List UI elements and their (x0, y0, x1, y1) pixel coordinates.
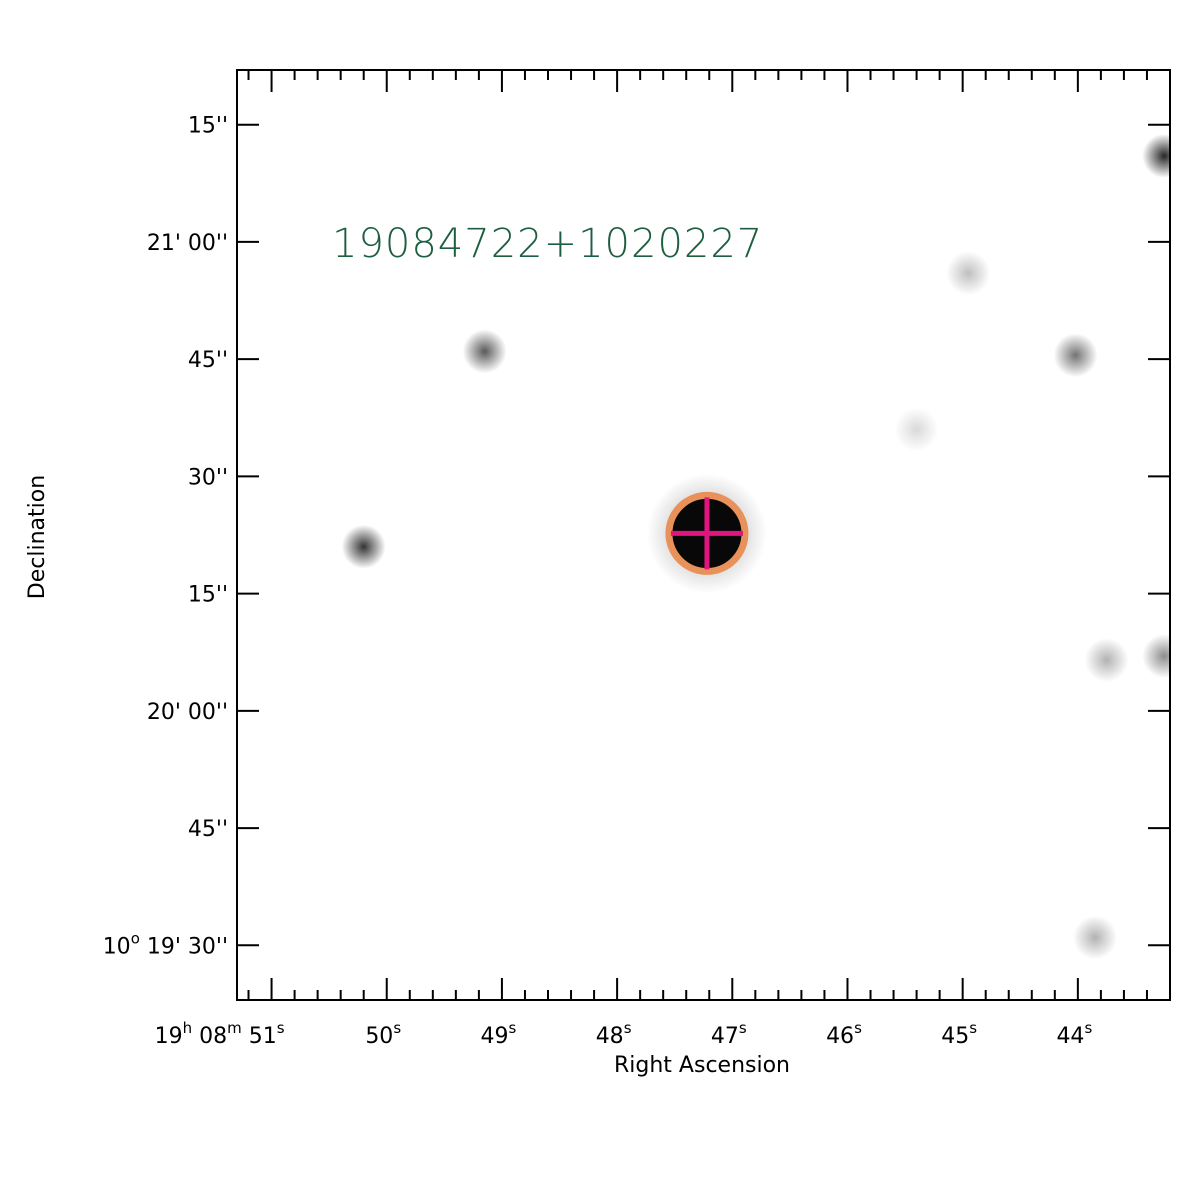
sky-image (341, 133, 1170, 960)
axis-ticks (237, 70, 1171, 1000)
y-tick-label: 15'' (188, 583, 228, 608)
field-star (1142, 133, 1170, 178)
x-axis-title: Right Ascension (614, 1053, 790, 1078)
source-name-label: 19084722+1020227 (332, 221, 763, 267)
x-tick-label: 48s (596, 1019, 639, 1049)
field-star (1142, 634, 1170, 679)
field-star (894, 407, 939, 452)
field-star (1084, 638, 1129, 683)
x-tick-label: 46s (826, 1019, 869, 1049)
source-marker (665, 491, 749, 575)
plot-frame (236, 69, 1171, 1001)
y-tick-labels: 15'' 21' 00'' 45'' 30'' 15'' 20' 00'' 45'' 10o … (103, 114, 228, 960)
x-tick-label: 44s (1056, 1019, 1099, 1049)
field-star (462, 329, 507, 374)
x-tick-label: 49s (481, 1019, 524, 1049)
field-star (341, 524, 386, 569)
y-tick-label: 10o 19' 30'' (103, 929, 228, 959)
field-star (946, 251, 991, 296)
y-tick-label: 30'' (188, 465, 228, 490)
field-star (1073, 915, 1118, 960)
x-tick-labels: 19h 08m 51s 50s 49s 48s 47s 46s 45s 44s (155, 1019, 1099, 1049)
x-tick-label: 19h 08m 51s (155, 1019, 292, 1049)
y-tick-label: 45'' (188, 817, 228, 842)
y-axis-title: Declination (25, 475, 50, 599)
field-star (1053, 333, 1098, 378)
y-tick-label: 45'' (188, 348, 228, 373)
x-tick-label: 47s (711, 1019, 754, 1049)
y-tick-label: 21' 00'' (147, 231, 228, 256)
x-tick-label: 45s (941, 1019, 984, 1049)
source-circle (665, 491, 749, 575)
y-tick-label: 20' 00'' (147, 700, 228, 725)
y-tick-label: 15'' (188, 114, 228, 139)
x-tick-label: 50s (365, 1019, 408, 1049)
